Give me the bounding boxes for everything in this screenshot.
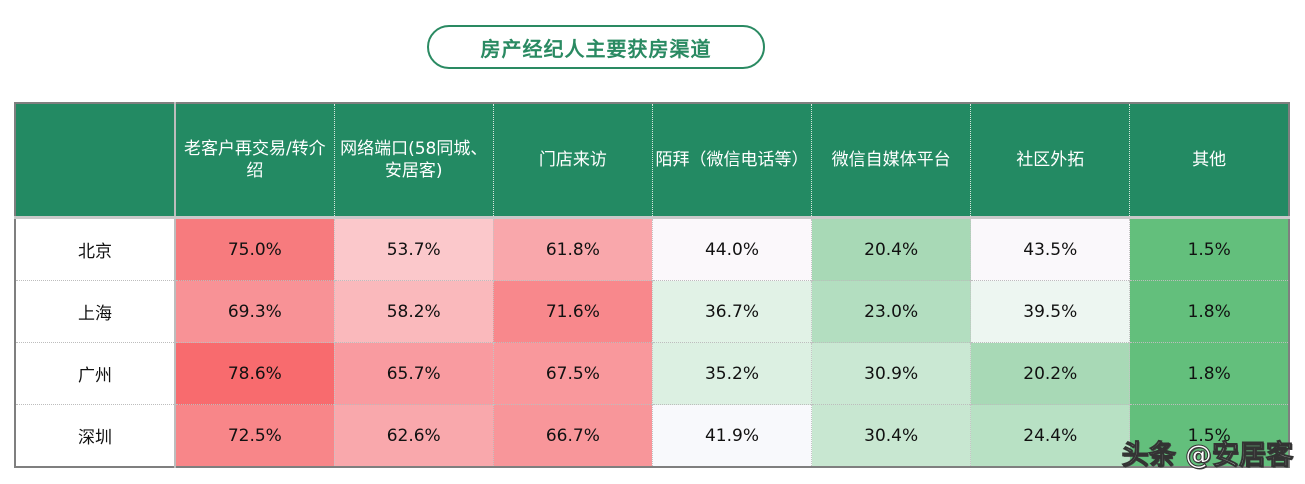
value-cell: 1.5% (1129, 217, 1289, 281)
value-cell: 53.7% (333, 217, 494, 281)
row-label-city: 深圳 (15, 404, 175, 467)
table-row: 上海 69.3% 58.2% 71.6% 36.7% 23.0% 39.5% 1.8% (15, 280, 1289, 343)
value-cell: 62.6% (333, 404, 494, 467)
value-cell: 1.5% (1129, 404, 1289, 467)
value-cell: 35.2% (651, 342, 812, 405)
column-header: 其他 (1129, 103, 1289, 219)
column-header: 社区外拓 (970, 103, 1130, 219)
value-cell: 41.9% (651, 404, 812, 467)
value-cell: 71.6% (492, 280, 653, 343)
value-cell: 24.4% (970, 404, 1130, 467)
header-row: 老客户再交易/转介绍 网络端口(58同城、安居客) 门店来访 陌拜（微信电话等）… (15, 103, 1289, 219)
value-cell: 66.7% (492, 404, 653, 467)
column-header: 老客户再交易/转介绍 (173, 103, 335, 219)
value-cell: 30.9% (811, 342, 971, 405)
value-cell: 39.5% (970, 280, 1130, 343)
value-cell: 23.0% (811, 280, 971, 343)
value-cell: 75.0% (173, 217, 335, 281)
value-cell: 20.4% (811, 217, 971, 281)
row-label-city: 广州 (15, 342, 175, 405)
value-cell: 67.5% (492, 342, 653, 405)
table-row: 广州 78.6% 65.7% 67.5% 35.2% 30.9% 20.2% 1.8% (15, 342, 1289, 405)
value-cell: 61.8% (492, 217, 653, 281)
value-cell: 1.8% (1129, 280, 1289, 343)
value-cell: 30.4% (811, 404, 971, 467)
table-row: 深圳 72.5% 62.6% 66.7% 41.9% 30.4% 24.4% 1.5% (15, 404, 1289, 467)
value-cell: 44.0% (651, 217, 812, 281)
value-cell: 20.2% (970, 342, 1130, 405)
heatmap-table: 老客户再交易/转介绍 网络端口(58同城、安居客) 门店来访 陌拜（微信电话等）… (14, 102, 1290, 468)
value-cell: 58.2% (333, 280, 494, 343)
column-header: 陌拜（微信电话等） (651, 103, 812, 219)
value-cell: 69.3% (173, 280, 335, 343)
chart-title: 房产经纪人主要获房渠道 (427, 25, 765, 69)
column-header: 网络端口(58同城、安居客) (333, 103, 494, 219)
row-label-city: 北京 (15, 217, 175, 281)
table-row: 北京 75.0% 53.7% 61.8% 44.0% 20.4% 43.5% 1.5% (15, 217, 1289, 281)
corner-cell (15, 103, 175, 219)
value-cell: 65.7% (333, 342, 494, 405)
column-header: 门店来访 (492, 103, 653, 219)
value-cell: 72.5% (173, 404, 335, 467)
value-cell: 43.5% (970, 217, 1130, 281)
watermark: 头条 @安居客 (1121, 440, 1293, 472)
row-label-city: 上海 (15, 280, 175, 343)
value-cell: 36.7% (651, 280, 812, 343)
value-cell: 78.6% (173, 342, 335, 405)
value-cell: 1.8% (1129, 342, 1289, 405)
column-header: 微信自媒体平台 (811, 103, 971, 219)
